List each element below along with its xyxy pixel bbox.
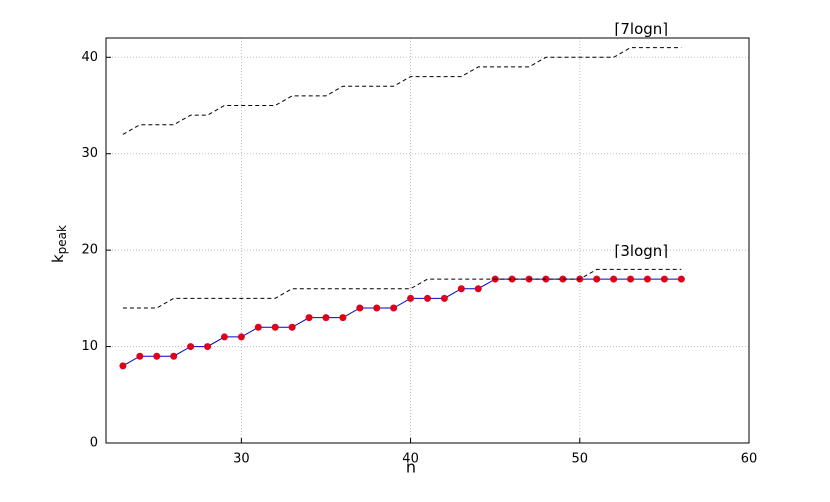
data-point (660, 275, 668, 283)
series-annotation: ⌈7logn⌉ (615, 20, 669, 38)
data-point (627, 275, 635, 283)
data-point (356, 304, 364, 312)
data-point (424, 294, 431, 302)
y-axis-label-sub: peak (55, 225, 69, 254)
data-point (610, 275, 618, 283)
y-axis-label-main: k (49, 254, 67, 263)
data-point (390, 304, 398, 312)
y-tick-label: 20 (81, 243, 98, 258)
data-point (254, 323, 262, 331)
data-point (508, 275, 516, 283)
series-annotation: ⌈3logn⌉ (615, 242, 669, 260)
data-point (204, 343, 212, 351)
data-point (407, 294, 415, 302)
y-tick-label: 30 (81, 146, 98, 161)
series-line (122, 278, 682, 367)
x-tick-label: 40 (402, 452, 419, 467)
series-line (122, 268, 682, 309)
data-point (271, 323, 279, 331)
data-point (457, 285, 465, 293)
data-point (440, 294, 448, 302)
data-point (474, 285, 482, 293)
data-point (593, 275, 601, 283)
data-point (373, 304, 381, 312)
data-point (119, 362, 127, 370)
y-tick-label: 0 (90, 436, 98, 451)
x-tick-label: 30 (233, 452, 250, 467)
data-point (339, 314, 347, 322)
data-point (220, 333, 228, 341)
x-axis-label: n (406, 458, 416, 477)
data-point (322, 314, 330, 322)
data-point (288, 323, 296, 331)
data-point (643, 275, 651, 283)
y-tick-label: 10 (81, 339, 98, 354)
data-point (136, 352, 144, 360)
y-tick-label: 40 (81, 50, 98, 65)
data-point (237, 333, 245, 341)
data-point (170, 352, 178, 360)
data-point (559, 275, 567, 283)
data-point (677, 275, 685, 283)
plot-frame (105, 37, 750, 444)
series-line (122, 47, 682, 135)
x-tick-label: 50 (572, 452, 589, 467)
x-tick-label: 60 (741, 452, 758, 467)
data-point (187, 343, 195, 351)
y-axis-label: kpeak (49, 225, 69, 263)
data-point (153, 352, 161, 360)
data-point (305, 314, 313, 322)
